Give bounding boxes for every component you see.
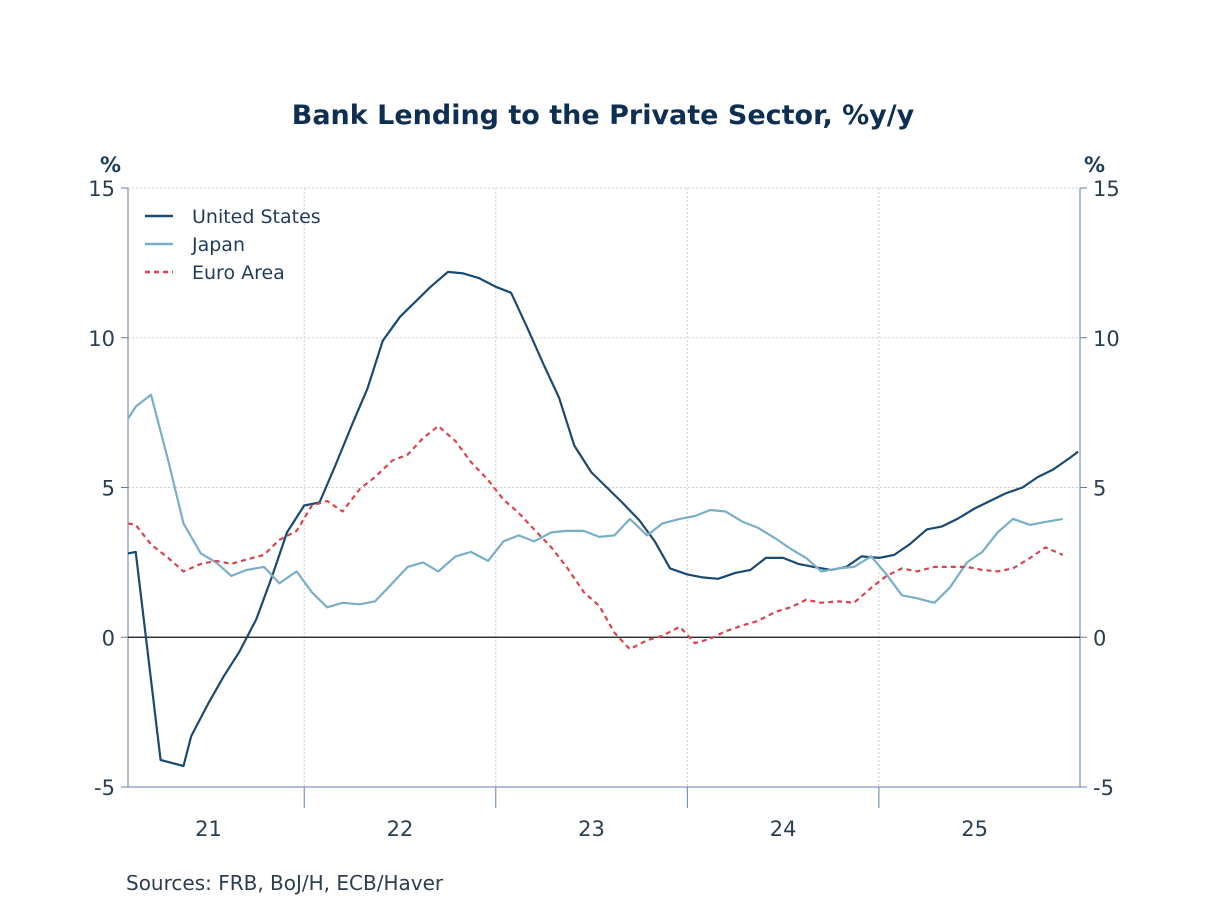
y-tick-label-right: 15 [1093, 177, 1120, 201]
legend-label-euro-area: Euro Area [192, 262, 285, 284]
y-tick-label-left: 5 [102, 477, 115, 501]
plot-series [127, 270, 1079, 768]
source-note: Sources: FRB, BoJ/H, ECB/Haver [126, 871, 444, 895]
legend-label-united-states: United States [192, 206, 321, 228]
series-line-euro-area [127, 425, 1064, 651]
y-tick-label-left: 10 [88, 327, 115, 351]
legend-label-japan: Japan [191, 234, 245, 256]
y-tick-label-left: -5 [94, 776, 115, 800]
y-tick-label-left: 15 [88, 177, 115, 201]
y-tick-label-right: 5 [1093, 477, 1106, 501]
y-tick-label-right: -5 [1093, 776, 1114, 800]
right-axis-unit-label: % [1084, 153, 1105, 177]
series-line-japan [127, 393, 1063, 609]
x-tick-label: 21 [195, 817, 222, 841]
x-tick-label: 24 [770, 817, 797, 841]
legend: United States Japan Euro Area [145, 206, 321, 284]
axes: 15 15 10 10 5 5 0 0 -5 -5 21 22 23 24 25 [88, 177, 1119, 841]
y-tick-label-right: 0 [1093, 626, 1106, 650]
x-tick-label: 22 [387, 817, 414, 841]
x-tick-label: 23 [578, 817, 605, 841]
series-line-united-states [127, 270, 1079, 768]
y-tick-label-right: 10 [1093, 327, 1120, 351]
left-axis-unit-label: % [100, 153, 121, 177]
x-tick-label: 25 [961, 817, 988, 841]
y-tick-label-left: 0 [102, 626, 115, 650]
chart-title: Bank Lending to the Private Sector, %y/y [292, 100, 915, 131]
